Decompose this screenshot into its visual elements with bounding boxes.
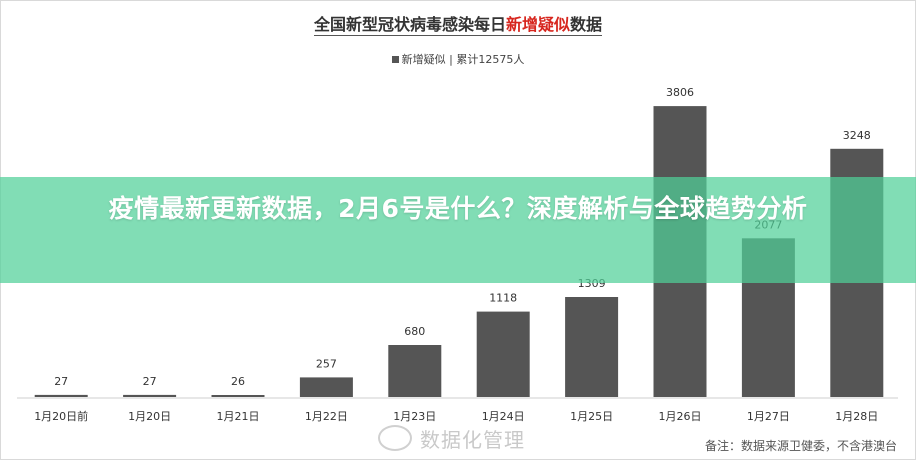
chart-title: 全国新型冠状病毒感染每日新增疑似数据 [0,11,916,36]
bar-2 [211,395,265,397]
bar-6 [565,297,619,397]
legend-label: 新增疑似 | 累计12575人 [401,53,525,66]
bar-3 [299,377,353,397]
value-label-2: 26 [231,375,245,388]
source-note: 备注：数据来源卫健委，不含港澳台 [704,439,897,453]
value-label-4: 680 [404,325,425,338]
chart-title-highlight: 新增疑似 [505,15,570,34]
x-tick-label-7: 1月26日 [659,410,702,423]
value-label-0: 27 [54,375,68,388]
x-tick-label-9: 1月28日 [835,410,878,423]
watermark-text: 数据化管理 [420,428,525,452]
x-tick-label-0: 1月20日前 [34,409,88,423]
bar-0 [34,394,88,397]
x-tick-label-2: 1月21日 [217,410,260,423]
bar-4 [388,345,442,397]
x-tick-label-4: 1月23日 [393,410,436,423]
chart-legend: 新增疑似 | 累计12575人 [0,51,916,67]
watermark: 数据化管理 [378,424,525,453]
x-tick-label-8: 1月27日 [747,410,790,423]
legend-swatch [391,56,399,63]
headline-text: 疫情最新更新数据，2月6号是什么？深度解析与全球趋势分析 [108,194,808,223]
chart-title-part-1: 全国新型冠状病毒感染每日 [313,15,506,34]
x-tick-label-3: 1月22日 [305,410,348,423]
headline-banner [0,177,916,283]
weibo-logo-icon [378,425,412,451]
x-tick-label-1: 1月20日 [128,410,171,423]
value-label-3: 257 [316,357,337,370]
bar-5 [476,311,530,397]
value-label-1: 27 [143,375,157,388]
chart-title-part-3: 数据 [570,15,603,34]
value-label-5: 1118 [489,292,517,305]
value-label-7: 3806 [666,86,694,99]
x-tick-label-5: 1月24日 [482,410,525,423]
value-label-9: 3248 [843,129,871,142]
x-tick-label-6: 1月25日 [570,410,613,423]
bar-1 [123,394,177,397]
